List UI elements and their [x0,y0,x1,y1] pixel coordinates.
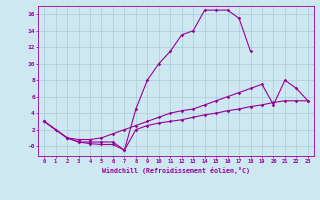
X-axis label: Windchill (Refroidissement éolien,°C): Windchill (Refroidissement éolien,°C) [102,167,250,174]
